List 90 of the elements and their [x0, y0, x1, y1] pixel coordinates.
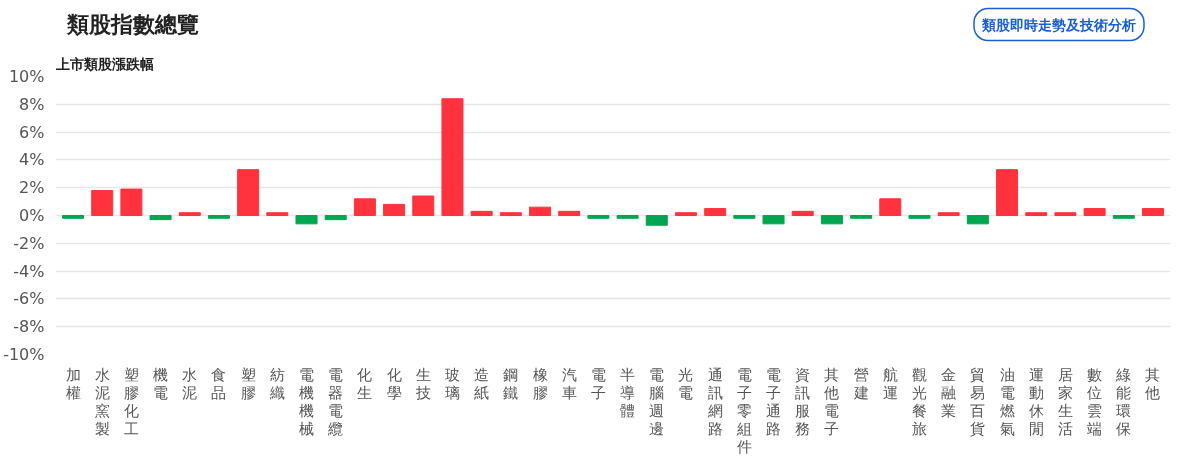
y-tick-label: 4% [19, 150, 45, 170]
bar [178, 212, 201, 216]
x-tick-label: 電器電纜 [327, 365, 344, 438]
x-tick-label: 金融業 [941, 365, 957, 420]
x-tick-label: 橡膠 [532, 365, 548, 402]
bar [412, 195, 435, 216]
bar [207, 215, 230, 219]
text: 類股即時走勢及技術分析 [981, 16, 1136, 33]
bar [353, 198, 376, 216]
bar [470, 210, 493, 216]
bar [908, 215, 931, 219]
y-tick-label: 8% [19, 94, 45, 114]
chart-title: 類股指數總覽 [65, 12, 199, 37]
x-tick-label: 運動休閒 [1028, 365, 1044, 438]
x-tick-label: 電機機械 [299, 365, 315, 438]
x-tick-label: 油電燃氣 [999, 365, 1015, 438]
x-tick-label: 通訊網路 [706, 365, 723, 438]
y-tick-label: 10% [8, 67, 45, 86]
y-tick-label: 2% [19, 178, 45, 198]
bar [704, 208, 727, 216]
x-tick-label: 塑膠 [240, 365, 256, 402]
y-tick-label: -2% [13, 233, 45, 253]
x-tick-label: 營建 [852, 365, 869, 402]
x-tick-label: 化學 [386, 365, 402, 402]
x-tick-label: 電子 [590, 365, 606, 402]
x-tick-label: 綠能環保 [1115, 365, 1132, 438]
x-tick-label: 電子零組件 [735, 365, 752, 456]
bar [1083, 208, 1106, 216]
bar [762, 215, 785, 225]
x-tick-label: 生技 [414, 365, 431, 402]
x-tick-label: 觀光餐旅 [911, 365, 927, 438]
x-tick-label: 電腦週邊 [649, 365, 665, 438]
x-tick-label: 紡織 [268, 365, 285, 402]
y-tick-label: 6% [19, 122, 45, 142]
chart-subtitle: 上市類股漲跌幅 [54, 55, 154, 72]
x-tick-label: 居家生活 [1057, 365, 1073, 438]
bar [383, 203, 406, 216]
bar [996, 169, 1019, 216]
x-tick-label: 機電 [153, 365, 169, 402]
x-tick-label: 數位雲端 [1087, 365, 1103, 438]
bar [237, 169, 260, 216]
y-tick-label: -6% [13, 289, 45, 309]
x-tick-label: 水泥 [182, 365, 198, 402]
bar [616, 215, 639, 219]
bar [733, 215, 756, 219]
x-tick-label: 資訊服務 [795, 365, 811, 438]
y-tick-label: -4% [13, 261, 45, 281]
bar [937, 212, 960, 216]
bar [149, 215, 172, 221]
bar [324, 215, 347, 221]
x-tick-label: 貿易百貨 [970, 365, 986, 438]
bar [1141, 208, 1164, 216]
y-tick-label: 0% [19, 206, 45, 225]
x-tick-label: 半導體 [620, 365, 636, 420]
bar [266, 212, 289, 216]
x-tick-label: 化生 [357, 365, 373, 402]
x-tick-label: 塑膠化工 [123, 365, 139, 438]
bar [966, 215, 989, 225]
bar [91, 189, 114, 216]
bar [62, 215, 85, 219]
bar [791, 210, 814, 216]
x-tick-label: 其他電子 [824, 365, 840, 438]
bar [1112, 215, 1135, 219]
x-tick-label: 食品 [211, 365, 227, 402]
x-tick-label: 電子通路 [766, 365, 782, 438]
bar [850, 215, 873, 219]
bar [120, 188, 143, 216]
x-tick-label: 造紙 [474, 365, 490, 402]
bar [558, 210, 581, 216]
bar [820, 215, 843, 225]
x-tick-label: 光電 [678, 365, 694, 402]
bar [645, 215, 668, 226]
x-tick-label: 航運 [882, 365, 898, 402]
bar [529, 206, 552, 216]
x-tick-label: 汽車 [561, 365, 577, 402]
y-tick-label: -10% [3, 345, 45, 364]
bar [674, 212, 697, 216]
bar [587, 215, 610, 219]
x-tick-label: 玻璃 [444, 365, 460, 402]
bar [1054, 212, 1077, 216]
x-tick-label: 加權 [65, 365, 81, 402]
x-tick-label: 水泥窯製 [94, 365, 110, 438]
y-tick-label: -8% [13, 317, 45, 337]
bar [441, 98, 464, 216]
x-tick-label: 其他 [1145, 365, 1161, 402]
bar [499, 212, 522, 216]
x-tick-label: 鋼鐵 [503, 365, 519, 402]
bar [1025, 212, 1048, 216]
bar [295, 215, 318, 225]
bar [879, 198, 902, 216]
